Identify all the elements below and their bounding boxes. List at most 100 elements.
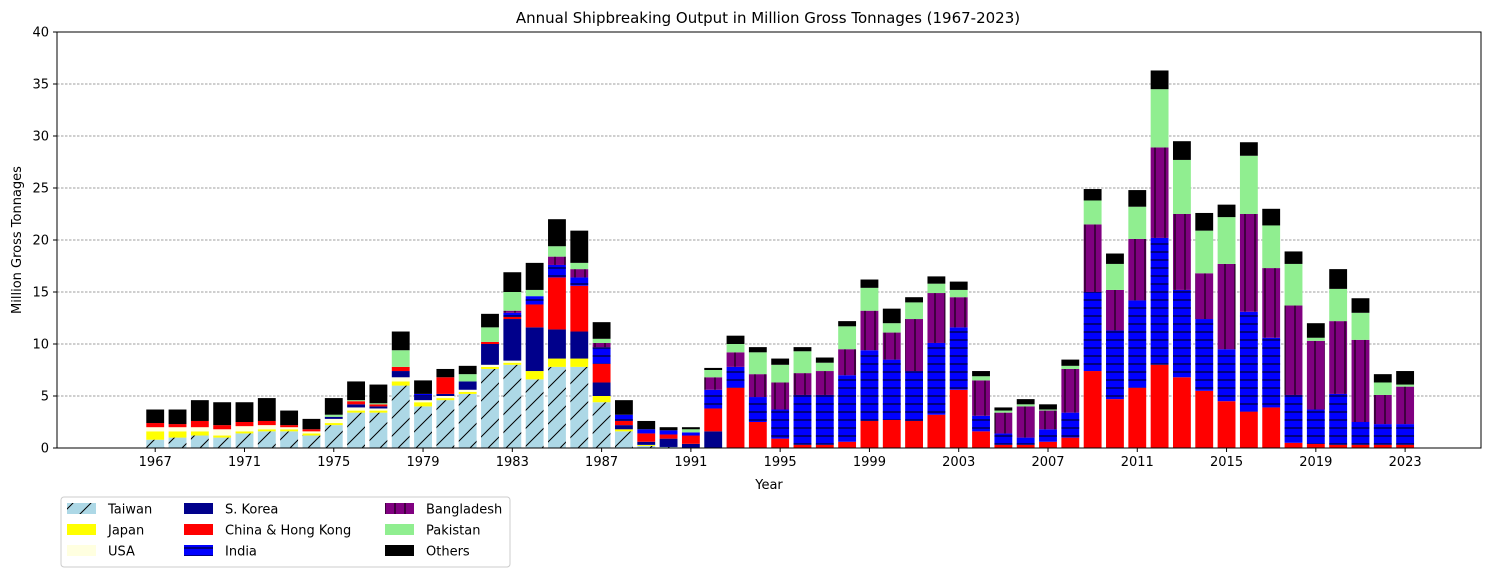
bars <box>146 70 1415 448</box>
bar-segment <box>614 400 633 415</box>
bar-segment <box>436 398 455 401</box>
legend-label: Taiwan <box>107 503 152 518</box>
bar-segment <box>659 427 678 431</box>
bar-segment <box>927 414 946 448</box>
x-tick-label: 1967 <box>139 455 172 470</box>
bar-segment <box>369 410 388 413</box>
bar-segment <box>503 362 522 365</box>
bar-segment <box>726 344 745 353</box>
bar-segment <box>235 431 254 434</box>
bar-segment <box>414 396 432 401</box>
bar-segment <box>1039 404 1057 410</box>
bar-hatch <box>815 394 834 445</box>
bar-segment <box>1061 437 1080 448</box>
bar-segment <box>146 423 165 428</box>
bar-segment <box>280 410 299 426</box>
bar-hatch <box>257 431 276 448</box>
bar-hatch <box>1128 300 1147 388</box>
bar-hatch <box>614 431 633 448</box>
bar-segment <box>324 414 343 417</box>
x-tick-label: 1971 <box>228 455 261 470</box>
legend-swatch <box>184 503 213 514</box>
bar-segment <box>1396 444 1415 448</box>
bar-segment <box>391 350 410 367</box>
bar-segment <box>659 438 678 447</box>
bar-hatch <box>771 382 790 410</box>
bar-segment <box>1150 364 1169 448</box>
bar-segment <box>324 416 343 419</box>
bar-segment <box>190 431 209 436</box>
bar-segment <box>748 352 767 375</box>
bar-segment <box>927 276 946 284</box>
bar-hatch <box>1284 305 1303 395</box>
bar-segment <box>1106 263 1124 290</box>
bar-hatch <box>1061 368 1080 413</box>
bar-hatch <box>815 371 834 395</box>
bar-hatch <box>748 374 767 398</box>
bar-segment <box>681 429 700 433</box>
legend-label: Pakistan <box>426 524 480 539</box>
bar-segment <box>190 400 209 421</box>
bar-segment <box>146 427 165 432</box>
bar-segment <box>1351 298 1370 313</box>
bar-hatch <box>570 269 589 278</box>
bar-hatch <box>1239 311 1258 412</box>
bar-hatch <box>1217 349 1236 402</box>
y-tick-label: 10 <box>32 338 49 353</box>
bar-hatch <box>659 446 678 448</box>
bar-segment <box>347 404 366 408</box>
bar-segment <box>548 358 566 367</box>
bar-segment <box>1373 374 1392 383</box>
x-tick-label: 2023 <box>1389 455 1422 470</box>
bar-hatch <box>1039 429 1057 442</box>
legend-label: India <box>225 545 257 560</box>
bar-segment <box>704 370 723 378</box>
legend-swatch-hatch <box>385 503 414 514</box>
legend-swatch <box>67 524 96 535</box>
bar-hatch <box>1329 321 1348 394</box>
bar-hatch <box>972 415 990 432</box>
bar-hatch <box>994 412 1013 434</box>
bar-segment <box>481 364 499 367</box>
bar-hatch <box>280 431 299 448</box>
bar-hatch <box>614 414 633 421</box>
x-tick-label: 1999 <box>853 455 886 470</box>
bar-segment <box>302 433 321 436</box>
bar-segment <box>458 391 477 394</box>
bar-segment <box>1239 411 1258 448</box>
x-tick-label: 1983 <box>496 455 529 470</box>
bar-segment <box>1284 263 1303 306</box>
y-tick-label: 30 <box>32 130 49 145</box>
bar-segment <box>1217 401 1236 448</box>
bar-segment <box>726 335 745 344</box>
bar-segment <box>1262 208 1281 226</box>
bar-segment <box>1083 200 1102 225</box>
bar-segment <box>1329 444 1348 448</box>
bar-segment <box>168 431 187 438</box>
bar-hatch <box>748 397 767 422</box>
bar-segment <box>1061 365 1080 369</box>
bar-segment <box>994 444 1013 448</box>
bar-segment <box>1061 359 1080 366</box>
bar-segment <box>972 376 990 381</box>
bar-segment <box>860 420 879 448</box>
bar-hatch <box>1150 237 1169 365</box>
x-tick-label: 1991 <box>674 455 707 470</box>
bar-segment <box>391 331 410 351</box>
x-axis-label: Year <box>754 478 783 493</box>
bar-segment <box>168 424 187 428</box>
bar-segment <box>815 362 834 372</box>
bar-segment <box>391 377 410 382</box>
bar-segment <box>548 219 566 247</box>
bar-segment <box>548 329 566 359</box>
bar-hatch <box>1083 224 1102 292</box>
bar-segment <box>369 404 388 407</box>
bar-segment <box>592 382 611 396</box>
bar-segment <box>949 389 968 448</box>
bar-segment <box>213 429 232 436</box>
bar-segment <box>905 420 924 448</box>
bar-segment <box>1016 404 1035 407</box>
bar-segment <box>190 427 209 432</box>
bar-segment <box>414 402 432 407</box>
bar-hatch <box>1039 410 1057 430</box>
